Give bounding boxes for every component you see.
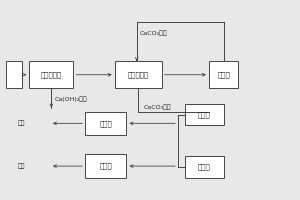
Bar [185,156,224,178]
Text: 生化池: 生化池 [198,111,211,118]
Bar [115,61,162,88]
Text: CaCO₃回用: CaCO₃回用 [144,104,172,110]
Bar [85,154,126,178]
Text: 冷凝水: 冷凝水 [100,120,112,127]
Text: Ca(OH)₂乳液: Ca(OH)₂乳液 [54,96,87,102]
Text: 蒸发器: 蒸发器 [198,164,211,170]
Text: 副产: 副产 [17,163,25,169]
Text: 硝酸盐: 硝酸盐 [100,163,112,169]
Bar [209,61,238,88]
Text: 第二段氟洗: 第二段氟洗 [128,71,149,78]
Bar [185,104,224,125]
Text: CaCO₃补充: CaCO₃补充 [140,30,167,36]
Bar [85,112,126,135]
Text: 第一段氟洗: 第一段氟洗 [41,71,62,78]
Bar [6,61,22,88]
Bar [29,61,74,88]
Text: 第一段: 第一段 [217,71,230,78]
Text: 溶药: 溶药 [17,121,25,126]
